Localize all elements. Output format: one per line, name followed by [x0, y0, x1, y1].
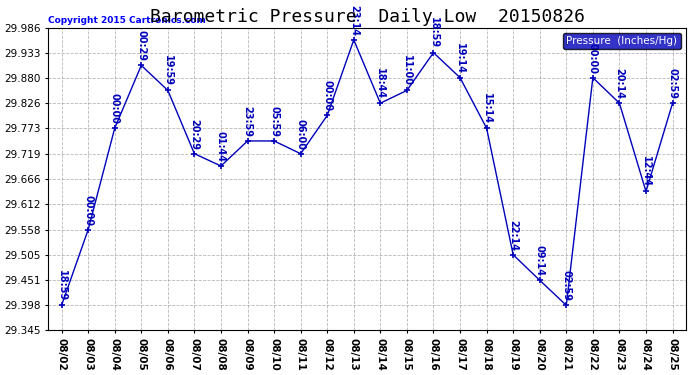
- Legend: Pressure  (Inches/Hg): Pressure (Inches/Hg): [563, 33, 680, 49]
- Text: 00:00: 00:00: [322, 80, 332, 111]
- Text: 20:14: 20:14: [614, 68, 624, 99]
- Text: 02:59: 02:59: [561, 270, 571, 301]
- Text: 05:59: 05:59: [269, 106, 279, 137]
- Text: 18:59: 18:59: [428, 17, 438, 48]
- Text: 18:44: 18:44: [375, 68, 385, 99]
- Text: 19:14: 19:14: [455, 42, 465, 74]
- Text: 22:14: 22:14: [508, 220, 518, 251]
- Text: 01:44: 01:44: [216, 131, 226, 162]
- Text: 12:44: 12:44: [641, 156, 651, 188]
- Text: Copyright 2015 Cartronics.com: Copyright 2015 Cartronics.com: [48, 16, 206, 25]
- Text: 00:00: 00:00: [588, 42, 598, 74]
- Text: 19:59: 19:59: [163, 55, 172, 86]
- Text: 11:00: 11:00: [402, 55, 412, 86]
- Text: 06:00: 06:00: [295, 118, 306, 150]
- Text: 00:29: 00:29: [137, 30, 146, 61]
- Text: 23:14: 23:14: [348, 5, 359, 36]
- Text: 00:00: 00:00: [83, 195, 93, 226]
- Text: 18:59: 18:59: [57, 270, 67, 301]
- Text: 09:14: 09:14: [535, 245, 544, 276]
- Text: 23:59: 23:59: [242, 106, 253, 137]
- Text: 02:59: 02:59: [667, 68, 678, 99]
- Text: 20:29: 20:29: [190, 118, 199, 150]
- Text: 00:00: 00:00: [110, 93, 119, 124]
- Title: Barometric Pressure  Daily Low  20150826: Barometric Pressure Daily Low 20150826: [150, 8, 584, 26]
- Text: 15:14: 15:14: [482, 93, 491, 124]
